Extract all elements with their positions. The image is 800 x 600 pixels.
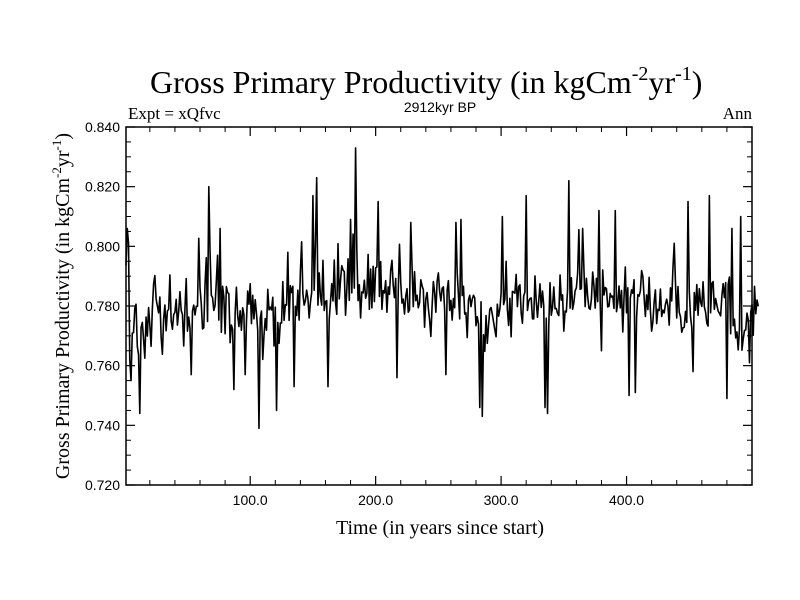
chart-title-main: Gross Primary Productivity (in kgCm: [150, 64, 632, 100]
chart-title-end: ): [692, 64, 703, 100]
chart-title-sup2: -1: [675, 63, 692, 85]
time-period-label: 2912kyr BP: [404, 99, 476, 115]
y-tick-label: 0.820: [85, 179, 120, 195]
x-tick-label: 300.0: [484, 492, 519, 508]
x-tick-label: 400.0: [609, 492, 644, 508]
y-tick-label: 0.740: [85, 417, 120, 433]
plot-frame: [125, 126, 753, 486]
y-tick-label: 0.780: [85, 298, 120, 314]
plot-area: 0.720 0.740 0.760 0.780 0.800 0.820 0.840 100.0…: [85, 119, 760, 508]
y-tick-label: 0.720: [85, 477, 120, 493]
season-label: Ann: [723, 104, 753, 123]
x-axis-label: Time (in years since start): [336, 517, 544, 539]
y-axis-label: Gross Primary Productivity (in kgCm-2yr-…: [49, 133, 74, 479]
y-tick-label: 0.760: [85, 358, 120, 374]
y-axis-label-mid: yr: [52, 150, 74, 167]
y-tick-label: 0.800: [85, 238, 120, 254]
series-line-gpp: [125, 147, 760, 430]
y-axis-label-sup1: -2: [49, 167, 64, 178]
x-tick-label: 100.0: [233, 492, 268, 508]
chart-title: Gross Primary Productivity (in kgCm-2yr-…: [150, 63, 702, 100]
x-tick-label: 200.0: [358, 492, 393, 508]
experiment-label: Expt = xQfvc: [128, 104, 221, 123]
y-tick-label: 0.840: [85, 119, 120, 135]
chart-title-mid: yr: [648, 64, 675, 100]
y-axis-label-end: ): [52, 133, 74, 140]
y-axis-label-sup2: -1: [49, 140, 64, 151]
y-axis-label-main: Gross Primary Productivity (in kgCm: [52, 178, 74, 480]
chart-title-sup1: -2: [632, 63, 649, 85]
